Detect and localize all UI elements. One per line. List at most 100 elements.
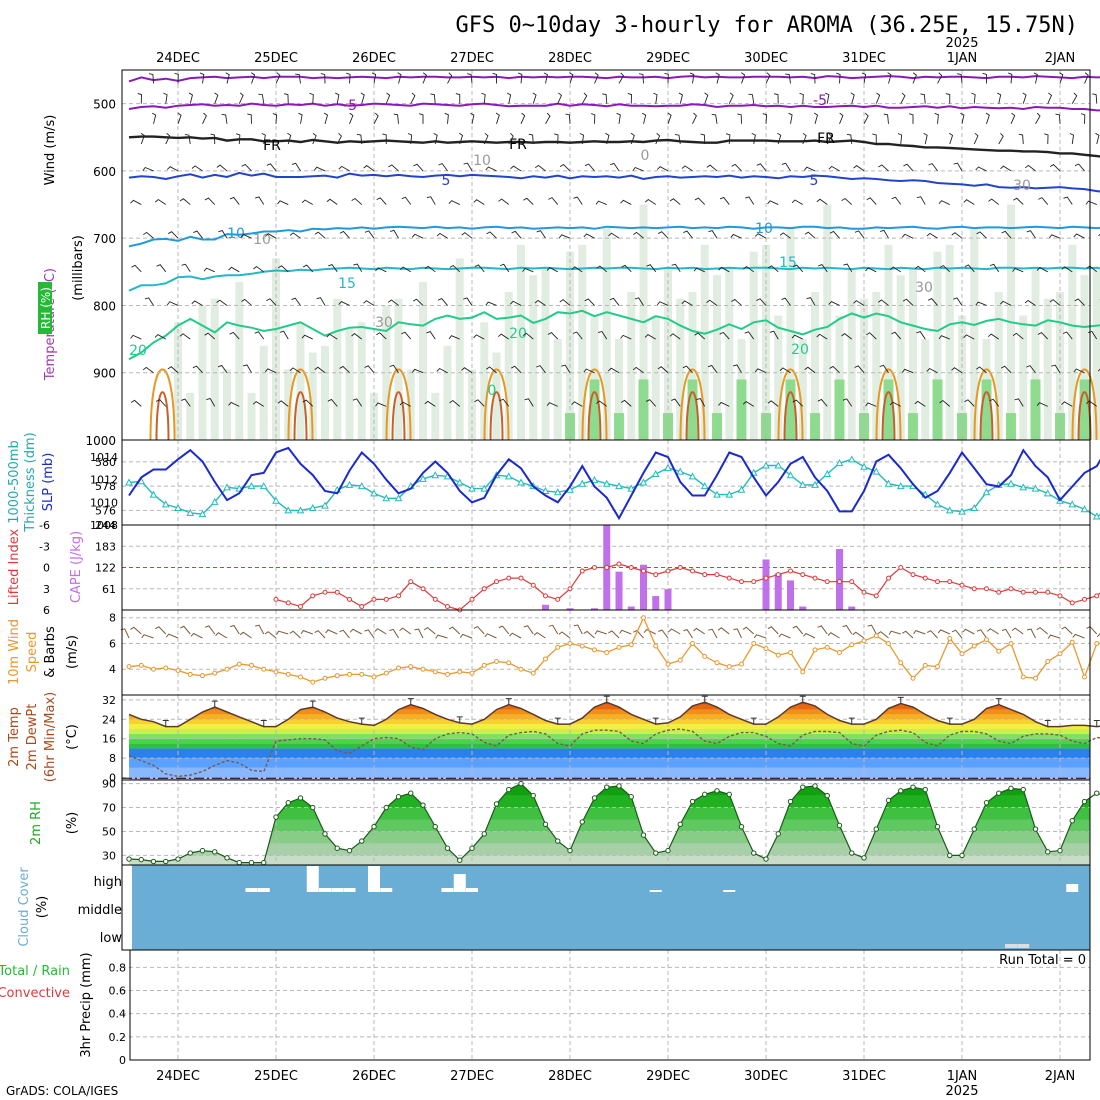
lifted-index-point [714, 572, 720, 578]
thickness-point [504, 472, 513, 480]
wind-barb [497, 333, 509, 340]
wind-barb-10m [767, 626, 779, 635]
rh-shade [627, 292, 636, 440]
rh-point [261, 859, 267, 866]
wind-barb [301, 199, 313, 205]
rh-point [420, 802, 426, 808]
wind-barb [1044, 133, 1049, 145]
wind-barb [996, 92, 1002, 104]
wind-barb [536, 230, 546, 239]
thickness-point [161, 500, 170, 508]
rh-shade-high [932, 379, 943, 440]
wind-barb [664, 72, 669, 84]
wind-speed-point [371, 674, 377, 680]
wind-barb [328, 263, 338, 273]
wind-speed-point [151, 666, 156, 672]
wind-barb [561, 364, 571, 373]
lifted-index-point [1069, 600, 1075, 606]
wind-barb [914, 265, 926, 273]
wind-barb [957, 73, 963, 84]
rh-point [444, 845, 451, 851]
wind-barb [939, 399, 951, 407]
wind-barb [572, 331, 583, 340]
lifted-index-point [812, 575, 818, 581]
wind-barb-10m [165, 633, 179, 639]
minmax-whisker [995, 698, 1002, 705]
wind-speed-point [1069, 639, 1075, 645]
rh-point [1069, 818, 1075, 824]
wind-barb-10m [349, 628, 362, 635]
wind-speed-point [298, 674, 303, 680]
rh-tick-label: 90 [102, 778, 116, 791]
warm-arch-inner [783, 391, 798, 441]
contour-label: 15 [338, 276, 356, 292]
wind-barb-10m [374, 628, 387, 635]
wind-barb-10m [473, 625, 485, 635]
wind-barb [891, 196, 902, 205]
wind-speed-point [322, 675, 328, 681]
wind-barb [902, 298, 914, 306]
wind-barb [547, 332, 559, 340]
warm-arch [1071, 368, 1098, 441]
rh-point [689, 798, 696, 805]
wind-barb [806, 297, 816, 306]
wind-barb [799, 92, 804, 104]
cloud-high-bar [723, 890, 736, 892]
wind-barb [1062, 331, 1073, 340]
wind-barb [339, 230, 350, 239]
cape-tick-label: 122 [95, 562, 116, 575]
wind-barb [204, 197, 216, 205]
rh-point [493, 801, 500, 807]
wind-barb [618, 72, 625, 84]
lifted-index-point [677, 565, 683, 570]
wind-barb [382, 133, 387, 144]
rh-band [129, 783, 1090, 796]
wind-barb [731, 298, 742, 306]
wind-barb [632, 366, 644, 374]
wind-barb [602, 93, 608, 104]
wind-barb [204, 332, 216, 340]
rh-point [175, 856, 181, 862]
wind-barb [326, 198, 338, 205]
rh-shade [259, 345, 268, 440]
thickness-point [578, 479, 587, 487]
thickness-point [1019, 483, 1028, 491]
rh-shade [1031, 268, 1040, 440]
rh-point [248, 859, 255, 866]
wind-barb-10m [190, 632, 203, 639]
rh-point [346, 847, 353, 854]
wind-barb [1073, 368, 1085, 374]
rh-shade [210, 298, 219, 440]
wind-barb [1073, 233, 1085, 239]
wind-barb [754, 233, 767, 239]
thickness-point [590, 476, 599, 484]
rh-point [726, 791, 732, 798]
wind-speed-point [1020, 674, 1026, 680]
wind-barb [825, 92, 830, 104]
cloud-high-bar [343, 888, 356, 892]
lifted-index-point [751, 579, 757, 585]
cloud-high-bar [1066, 884, 1079, 892]
wind-barb [463, 297, 473, 306]
wind-barb-10m [926, 630, 938, 639]
wind-barb [718, 266, 730, 273]
wind-barb [266, 163, 277, 172]
wind-barb-10m [683, 629, 693, 639]
wind-barb [863, 112, 869, 125]
rh-point [616, 783, 622, 789]
wind-barb [725, 133, 731, 145]
cloud-low-bar [1017, 944, 1030, 948]
wind-barb [401, 196, 412, 205]
rh-shade [321, 345, 329, 440]
wind-barb [989, 263, 1000, 273]
wind-barb [498, 198, 510, 205]
wind-barb-10m [693, 627, 706, 635]
thickness-point [541, 486, 550, 494]
wind-barb [829, 230, 840, 239]
wind-barb [1036, 267, 1048, 273]
wind-barb [430, 93, 436, 104]
wind-barb [1074, 163, 1085, 172]
wind-speed-point [910, 675, 916, 681]
thickness-point [1092, 512, 1100, 520]
temp-band [129, 733, 1090, 739]
